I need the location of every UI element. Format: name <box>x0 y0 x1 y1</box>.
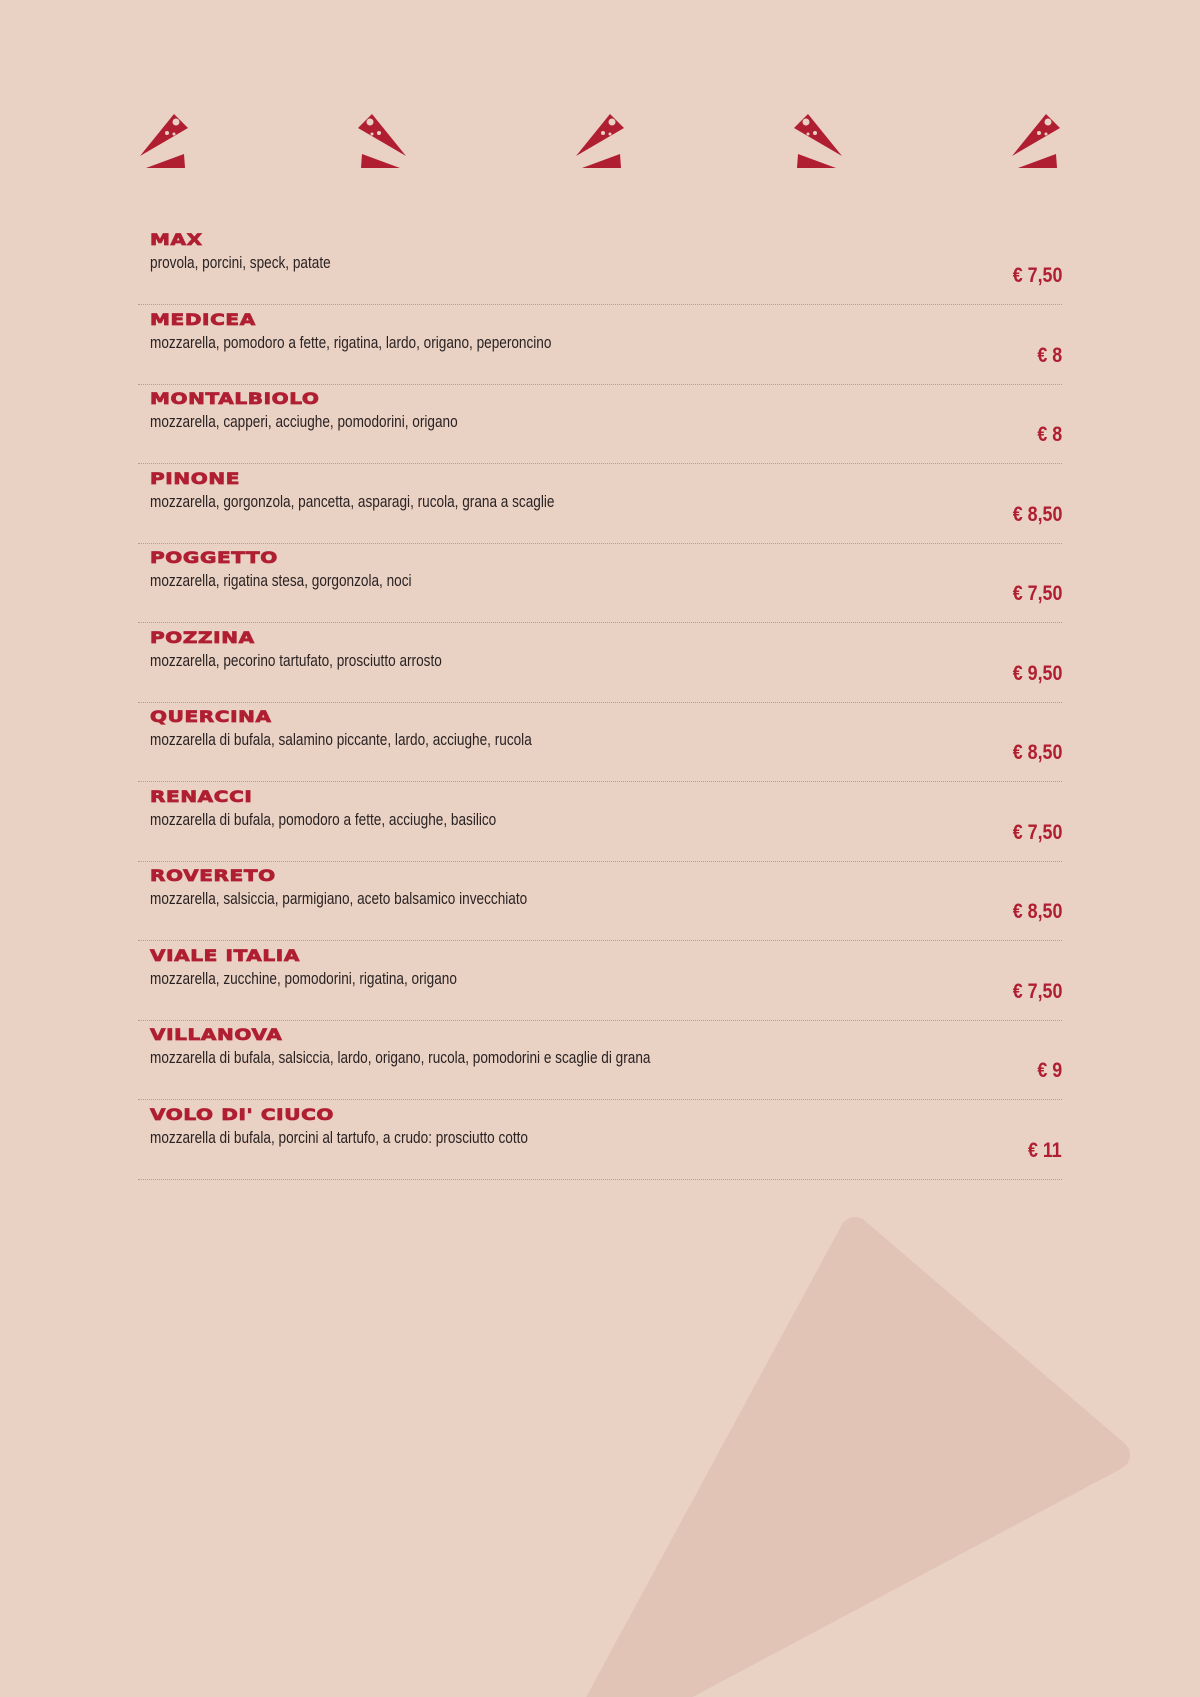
item-name: MEDICEA <box>150 309 256 329</box>
item-price: € 8,50 <box>1012 741 1062 764</box>
menu-item: QUERCINA mozzarella di bufala, salamino p… <box>138 703 1062 782</box>
pizza-slice-icon <box>138 112 190 172</box>
item-ingredients: mozzarella di bufala, salamino piccante,… <box>150 730 532 749</box>
item-name: MAX <box>149 230 203 250</box>
item-ingredients: mozzarella, pecorino tartufato, prosciut… <box>150 650 442 670</box>
item-price: € 7,50 <box>1012 979 1062 1003</box>
item-price: € 7,50 <box>1012 582 1062 605</box>
item-ingredients: mozzarella di bufala, salsiccia, lardo, … <box>150 1048 651 1067</box>
item-ingredients: mozzarella, pomodoro a fette, rigatina, … <box>150 332 552 352</box>
item-ingredients: mozzarella di bufala, pomodoro a fette, … <box>150 809 497 829</box>
item-price: € 9,50 <box>1012 661 1062 685</box>
menu-item: ROVERETO mozzarella, salsiccia, parmigian… <box>138 862 1062 941</box>
item-ingredients: mozzarella, zucchine, pomodorini, rigati… <box>150 968 457 988</box>
menu-item: MAX provola, porcini, speck, patate € 7,50 <box>138 226 1062 305</box>
item-ingredients: provola, porcini, speck, patate <box>150 253 331 272</box>
item-price: € 11 <box>1028 1138 1062 1162</box>
item-price: € 8 <box>1037 423 1062 446</box>
item-name: MONTALBIOLO <box>150 389 320 409</box>
item-ingredients: mozzarella, salsiccia, parmigiano, aceto… <box>150 889 528 908</box>
menu-item: VIALE ITALIA mozzarella, zucchine, pomodo… <box>138 942 1062 1021</box>
menu-item: RENACCI mozzarella di bufala, pomodoro a … <box>138 783 1062 862</box>
item-name: RENACCI <box>150 786 253 806</box>
item-price: € 7,50 <box>1012 820 1062 844</box>
menu-item: POGGETTO mozzarella, rigatina stesa, gorg… <box>138 544 1062 623</box>
pizza-menu-list: MAX provola, porcini, speck, patate € 7,50… <box>138 226 1062 1180</box>
pizza-slice-icon <box>792 112 844 172</box>
item-name: POZZINA <box>150 627 255 647</box>
item-price: € 9 <box>1037 1059 1062 1082</box>
pizza-slice-icon <box>1010 112 1062 172</box>
item-ingredients: mozzarella, capperi, acciughe, pomodorin… <box>150 412 458 431</box>
menu-item: MEDICEA mozzarella, pomodoro a fette, rig… <box>138 306 1062 385</box>
item-name: VIALE ITALIA <box>150 945 300 965</box>
item-name: POGGETTO <box>149 548 278 568</box>
menu-item: VILLANOVA mozzarella di bufala, salsiccia… <box>138 1021 1062 1100</box>
item-ingredients: mozzarella di bufala, porcini al tartufo… <box>150 1127 528 1147</box>
item-price: € 7,50 <box>1012 264 1062 287</box>
item-name: VOLO DI' CIUCO <box>149 1104 335 1124</box>
menu-item: VOLO DI' CIUCO mozzarella di bufala, porc… <box>138 1101 1062 1180</box>
item-name: PINONE <box>150 468 240 488</box>
item-name: ROVERETO <box>150 866 276 886</box>
item-name: QUERCINA <box>149 707 272 727</box>
header-icons <box>138 112 1062 172</box>
item-price: € 8,50 <box>1012 900 1062 923</box>
item-ingredients: mozzarella, gorgonzola, pancetta, aspara… <box>150 491 555 511</box>
item-name: VILLANOVA <box>150 1025 283 1045</box>
item-price: € 8 <box>1037 343 1062 367</box>
menu-item: POZZINA mozzarella, pecorino tartufato, p… <box>138 624 1062 703</box>
pizza-slice-icon <box>574 112 626 172</box>
item-price: € 8,50 <box>1012 502 1062 526</box>
item-ingredients: mozzarella, rigatina stesa, gorgonzola, … <box>150 571 412 590</box>
menu-item: PINONE mozzarella, gorgonzola, pancetta, … <box>138 465 1062 544</box>
pizza-slice-icon <box>356 112 408 172</box>
menu-item: MONTALBIOLO mozzarella, capperi, acciughe… <box>138 385 1062 464</box>
